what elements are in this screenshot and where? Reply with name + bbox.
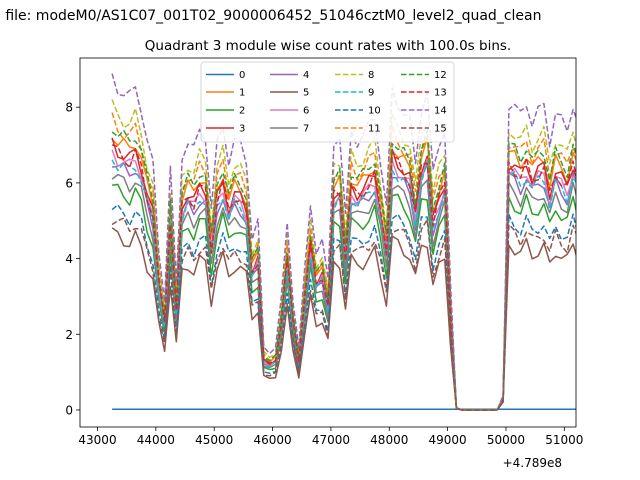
series-line-2 — [111, 183, 576, 411]
legend-label-8: 8 — [368, 70, 374, 81]
series-layer — [111, 73, 576, 411]
legend-label-10: 10 — [368, 106, 381, 117]
series-line-13 — [111, 144, 576, 411]
legend-label-11: 11 — [368, 124, 381, 135]
legend-label-7: 7 — [303, 124, 309, 135]
legend-label-4: 4 — [303, 70, 309, 81]
series-line-10 — [111, 204, 576, 411]
series-line-7 — [111, 173, 576, 411]
x-tick-label: 50000 — [487, 433, 525, 447]
series-line-6 — [111, 149, 576, 411]
legend-label-13: 13 — [434, 88, 447, 99]
x-tick-label: 45000 — [195, 433, 233, 447]
x-tick-label: 49000 — [429, 433, 467, 447]
chart-suptitle: n file: modeM0/AS1C07_001T02_9000006452_… — [0, 8, 541, 24]
legend-label-15: 15 — [434, 124, 447, 135]
x-tick-label: 43000 — [78, 433, 116, 447]
y-tick-label: 2 — [65, 328, 73, 342]
axes-frame — [79, 57, 577, 428]
x-tick-label: 46000 — [253, 433, 291, 447]
x-tick-label: 51000 — [545, 433, 583, 447]
series-line-15 — [111, 217, 576, 411]
y-tick-label: 8 — [65, 101, 73, 115]
y-tick-label: 6 — [65, 176, 73, 190]
x-tick-label: 48000 — [370, 433, 408, 447]
legend-label-1: 1 — [239, 88, 245, 99]
legend-label-3: 3 — [239, 124, 245, 135]
legend-box — [200, 61, 455, 143]
chart-title: Quadrant 3 module wise count rates with … — [145, 38, 511, 54]
series-line-12 — [111, 129, 576, 411]
x-tick-label: 44000 — [137, 433, 175, 447]
legend-label-12: 12 — [434, 70, 447, 81]
legend-label-0: 0 — [239, 70, 245, 81]
x-tick-label: 47000 — [312, 433, 350, 447]
legend-label-14: 14 — [434, 106, 447, 117]
series-line-8 — [111, 99, 576, 411]
legend-label-2: 2 — [239, 106, 245, 117]
series-line-5 — [111, 227, 576, 411]
series-line-11 — [111, 112, 576, 411]
legend-label-6: 6 — [303, 106, 309, 117]
y-tick-label: 4 — [65, 252, 73, 266]
y-tick-label: 0 — [65, 403, 73, 417]
legend-label-5: 5 — [303, 88, 309, 99]
legend-label-9: 9 — [368, 88, 374, 99]
x-offset-label: +4.789e8 — [503, 456, 562, 470]
ticks-layer: 43000 44000 45000 46000 47000 48000 49000 50000… — [65, 101, 583, 447]
